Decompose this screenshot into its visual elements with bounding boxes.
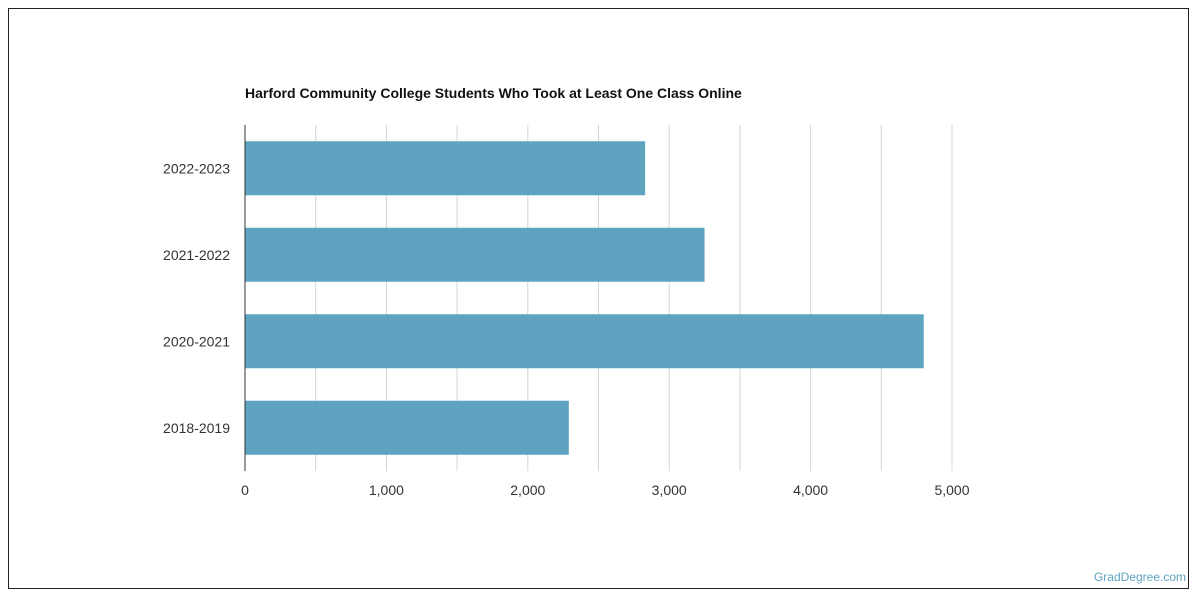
x-tick-label: 3,000 — [652, 482, 687, 498]
x-tick-label: 1,000 — [369, 482, 404, 498]
bar-2021-2022[interactable] — [245, 227, 705, 282]
category-label: 2022-2023 — [163, 160, 230, 176]
x-tick-label: 4,000 — [793, 482, 828, 498]
bar-2022-2023[interactable] — [245, 141, 646, 196]
category-label: 2018-2019 — [163, 420, 230, 436]
x-tick-label: 2,000 — [510, 482, 545, 498]
bar-2018-2019[interactable] — [245, 400, 569, 455]
x-tick-label: 0 — [241, 482, 249, 498]
x-tick-label: 5,000 — [934, 482, 969, 498]
x-tick-labels: 0 1,000 2,000 3,000 4,000 5,000 — [241, 482, 970, 498]
chart-title: Harford Community College Students Who T… — [245, 85, 742, 101]
source-credit[interactable]: GradDegree.com — [1093, 570, 1186, 584]
category-label: 2021-2022 — [163, 247, 230, 263]
category-labels: 2022-2023 2021-2022 2020-2021 2018-2019 — [163, 160, 230, 436]
bar-2020-2021[interactable] — [245, 314, 924, 369]
category-label: 2020-2021 — [163, 333, 230, 349]
bars — [245, 141, 924, 455]
